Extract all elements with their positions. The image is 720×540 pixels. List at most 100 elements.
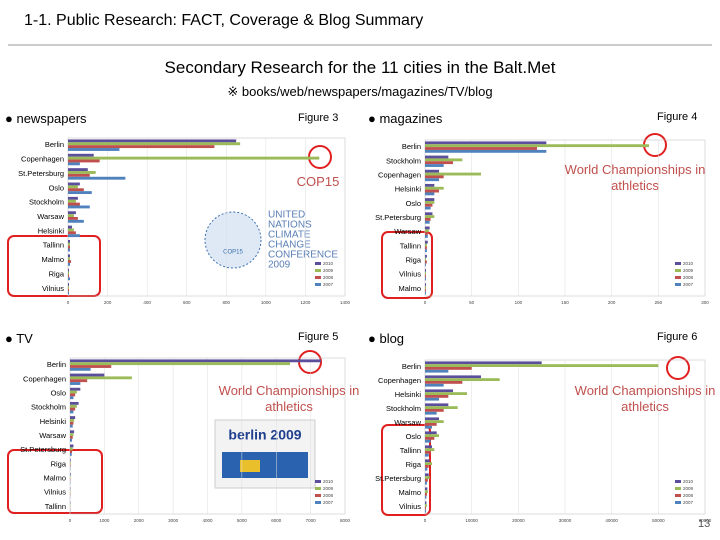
bar bbox=[68, 228, 74, 232]
bar bbox=[425, 417, 439, 421]
category-label: Stockholm bbox=[31, 403, 66, 412]
figure-label: Figure 5 bbox=[298, 331, 339, 343]
bar bbox=[425, 473, 429, 477]
bar bbox=[425, 200, 435, 204]
bar bbox=[425, 220, 430, 224]
category-label: Vilnius bbox=[399, 270, 421, 279]
category-label: Berlin bbox=[45, 140, 64, 149]
bar bbox=[70, 410, 74, 414]
bar bbox=[70, 430, 75, 434]
cop-logo-line: UNITED bbox=[268, 210, 305, 221]
bar bbox=[68, 231, 76, 235]
x-tick-label: 0 bbox=[424, 518, 427, 523]
cop-logo: COP15 UNITEDNATIONSCLIMATECHANGECONFEREN… bbox=[204, 210, 338, 271]
legend-swatch bbox=[675, 269, 681, 272]
bar bbox=[425, 169, 439, 173]
x-tick-label: 300 bbox=[701, 300, 709, 305]
category-label: Copenhagen bbox=[378, 170, 421, 179]
bar bbox=[425, 375, 481, 379]
category-label: Tallinn bbox=[400, 446, 421, 455]
legend-swatch bbox=[315, 501, 321, 504]
bar bbox=[425, 453, 429, 457]
bar bbox=[70, 382, 81, 385]
bar bbox=[425, 437, 435, 440]
bar bbox=[425, 420, 444, 423]
x-tick-label: 0 bbox=[69, 518, 72, 523]
bar bbox=[425, 288, 426, 292]
bar bbox=[425, 364, 659, 367]
bar bbox=[70, 367, 91, 371]
x-tick-label: 100 bbox=[515, 300, 523, 305]
bar bbox=[425, 481, 427, 485]
legend-swatch bbox=[675, 487, 681, 490]
category-label: Copenhagen bbox=[23, 374, 66, 383]
bar bbox=[68, 225, 72, 229]
x-tick-label: 0 bbox=[424, 300, 427, 305]
category-label: Riga bbox=[51, 459, 67, 468]
x-tick-label: 1200 bbox=[300, 300, 311, 305]
bar bbox=[425, 269, 426, 272]
bar bbox=[425, 254, 427, 258]
bar bbox=[70, 404, 77, 408]
bar bbox=[425, 459, 430, 463]
bar bbox=[68, 239, 70, 243]
annotation: COP15 bbox=[296, 174, 340, 189]
bar bbox=[68, 159, 100, 163]
bar bbox=[425, 161, 453, 165]
figure-label: Figure 3 bbox=[298, 112, 339, 124]
x-tick-label: 200 bbox=[104, 300, 112, 305]
bar bbox=[68, 171, 96, 174]
bar bbox=[425, 409, 444, 412]
x-tick-label: 6000 bbox=[271, 518, 282, 523]
bar bbox=[425, 434, 439, 437]
bar bbox=[425, 240, 428, 244]
bar bbox=[68, 145, 215, 149]
bar bbox=[70, 365, 112, 368]
category-label: Riga bbox=[406, 256, 422, 265]
bar bbox=[425, 509, 426, 513]
bar bbox=[68, 257, 70, 261]
x-tick-label: 400 bbox=[143, 300, 151, 305]
bar bbox=[425, 141, 547, 145]
x-tick-label: 20000 bbox=[512, 518, 525, 523]
bar bbox=[425, 215, 435, 218]
slide-title: 1-1. Public Research: FACT, Coverage & B… bbox=[24, 12, 424, 29]
legend-swatch bbox=[315, 487, 321, 490]
bar bbox=[425, 431, 437, 435]
bar bbox=[70, 461, 71, 465]
bar bbox=[70, 416, 76, 419]
bar bbox=[68, 162, 80, 166]
legend-swatch bbox=[675, 283, 681, 286]
bar bbox=[425, 277, 426, 281]
cop-logo-line: CHANGE bbox=[268, 240, 311, 251]
x-tick-label: 0 bbox=[67, 300, 70, 305]
bar bbox=[425, 147, 537, 150]
legend-swatch bbox=[675, 480, 681, 483]
bar bbox=[425, 406, 458, 409]
bar bbox=[425, 445, 432, 449]
bar bbox=[70, 438, 73, 442]
bar bbox=[68, 185, 78, 189]
bar bbox=[70, 379, 88, 383]
bar bbox=[70, 359, 321, 363]
bar bbox=[425, 389, 453, 393]
bar bbox=[425, 229, 429, 233]
bar bbox=[68, 211, 76, 215]
bar bbox=[68, 217, 78, 220]
x-tick-label: 600 bbox=[183, 300, 191, 305]
bar bbox=[68, 176, 126, 180]
legend-label: 2008 bbox=[323, 275, 334, 280]
bar bbox=[425, 175, 444, 179]
legend-label: 2009 bbox=[323, 268, 334, 273]
bar bbox=[68, 148, 120, 151]
bar bbox=[425, 172, 481, 176]
bar bbox=[425, 249, 427, 253]
category-label: Malmo bbox=[398, 488, 421, 497]
berlin-logo: berlin 2009 bbox=[214, 419, 316, 489]
bar bbox=[70, 433, 74, 436]
chart-title: ● blog bbox=[368, 331, 405, 346]
category-label: Helsinki bbox=[395, 390, 422, 399]
bar bbox=[68, 168, 88, 172]
chart-title: ● newspapers bbox=[5, 111, 87, 126]
bar bbox=[425, 246, 427, 250]
